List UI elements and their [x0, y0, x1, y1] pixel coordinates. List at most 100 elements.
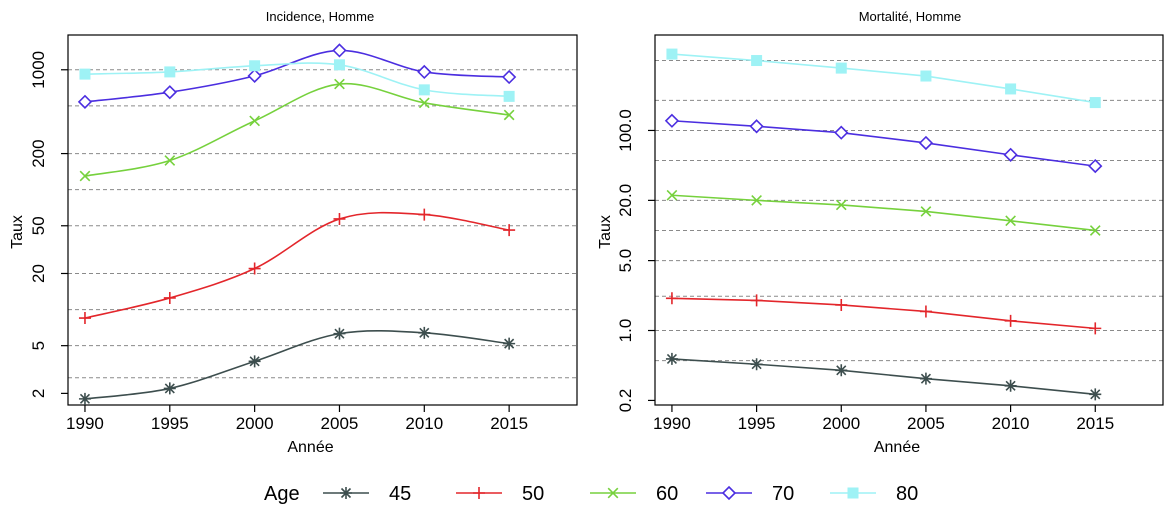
- data-point: [418, 84, 430, 96]
- data-point: [333, 212, 346, 225]
- data-point: [418, 97, 430, 109]
- legend-label: 45: [389, 483, 411, 505]
- data-point: [79, 170, 91, 182]
- y-tick-label: 1.0: [616, 319, 635, 343]
- legend-marker: [847, 487, 859, 499]
- data-point: [418, 208, 431, 221]
- x-tick-label: 2015: [1076, 414, 1114, 433]
- data-point: [920, 206, 932, 217]
- data-point: [77, 94, 93, 109]
- data-point: [164, 155, 176, 166]
- data-point: [1089, 388, 1102, 401]
- data-point: [664, 113, 680, 128]
- data-point: [163, 382, 176, 395]
- data-point: [666, 48, 678, 60]
- data-point: [78, 392, 91, 405]
- series-line: [671, 53, 1096, 104]
- data-point: [503, 224, 516, 237]
- series-line: [671, 194, 1096, 232]
- data-point: [919, 305, 932, 318]
- plot-frame: [67, 34, 578, 406]
- series-line: [84, 62, 510, 98]
- data-point: [749, 119, 764, 134]
- legend-marker: [607, 487, 619, 499]
- legend-title: Age: [264, 483, 300, 505]
- data-point: [162, 85, 177, 100]
- data-point: [503, 109, 515, 121]
- series-45: [78, 326, 516, 405]
- legend-label: 80: [896, 483, 918, 505]
- data-point: [249, 60, 261, 72]
- data-point: [835, 298, 848, 311]
- y-tick-label: 200: [29, 139, 48, 167]
- series-line: [671, 119, 1096, 167]
- data-point: [503, 90, 515, 102]
- x-tick-label: 1990: [66, 414, 104, 433]
- legend-entry-80: 80: [830, 483, 918, 505]
- data-point: [249, 115, 260, 127]
- legend-label: 50: [522, 483, 544, 505]
- data-point: [417, 64, 432, 80]
- x-tick-label: 2005: [321, 414, 359, 433]
- x-tick-label: 1995: [738, 414, 776, 433]
- data-point: [333, 59, 345, 71]
- data-point: [79, 68, 91, 80]
- y-tick-label: 0.2: [616, 389, 635, 413]
- legend-entry-60: 60: [590, 483, 678, 505]
- data-point: [334, 78, 345, 90]
- data-point: [751, 55, 763, 67]
- y-tick-label: 100.0: [616, 109, 635, 152]
- data-point: [919, 372, 932, 385]
- y-tick-label: 2: [29, 389, 48, 398]
- data-point: [418, 326, 431, 339]
- series-45: [665, 352, 1102, 401]
- x-tick-label: 1995: [151, 414, 189, 433]
- series-60: [79, 78, 515, 182]
- data-point: [750, 358, 763, 371]
- data-point: [835, 62, 847, 74]
- y-axis-title: Taux: [9, 215, 26, 249]
- data-point: [665, 352, 678, 365]
- chart-panel-1: Incidence, Homme 2 5 20 50 200 1000 1990 1995 200…: [9, 9, 578, 456]
- chart-title: Mortalité, Homme: [859, 9, 962, 24]
- series-line: [84, 49, 510, 103]
- series-50: [665, 292, 1102, 335]
- data-point: [1003, 147, 1018, 163]
- data-point: [666, 189, 678, 201]
- data-point: [1088, 158, 1103, 174]
- y-tick-label: 5: [29, 341, 48, 350]
- y-tick-label: 50: [29, 216, 48, 235]
- data-point: [1089, 97, 1101, 109]
- data-point: [164, 66, 176, 78]
- x-axis-title: Année: [287, 439, 333, 456]
- x-tick-label: 2005: [907, 414, 945, 433]
- series-line: [84, 211, 510, 319]
- data-point: [247, 68, 262, 83]
- series-50: [78, 208, 516, 325]
- x-tick-label: 2015: [490, 414, 528, 433]
- legend-entry-50: 50: [456, 483, 544, 505]
- data-point: [502, 69, 517, 85]
- data-point: [665, 292, 678, 305]
- data-point: [750, 294, 763, 307]
- data-point: [503, 337, 516, 350]
- y-tick-label: 1000: [29, 51, 48, 89]
- data-point: [333, 327, 346, 340]
- data-point: [1004, 314, 1017, 327]
- series-line: [84, 330, 510, 400]
- x-axis-title: Année: [874, 439, 920, 456]
- legend-marker: [721, 485, 737, 501]
- y-tick-label: 5.0: [616, 249, 635, 273]
- data-point: [1004, 379, 1017, 392]
- data-point: [918, 135, 934, 151]
- data-point: [163, 291, 176, 304]
- series-70: [77, 43, 517, 109]
- legend: Age 45 50 60 70 80: [264, 483, 918, 505]
- series-line: [671, 297, 1096, 330]
- data-point: [1005, 215, 1016, 227]
- x-tick-label: 2010: [405, 414, 443, 433]
- legend-entry-70: 70: [706, 483, 794, 505]
- data-point: [920, 70, 932, 82]
- legend-label: 60: [656, 483, 678, 505]
